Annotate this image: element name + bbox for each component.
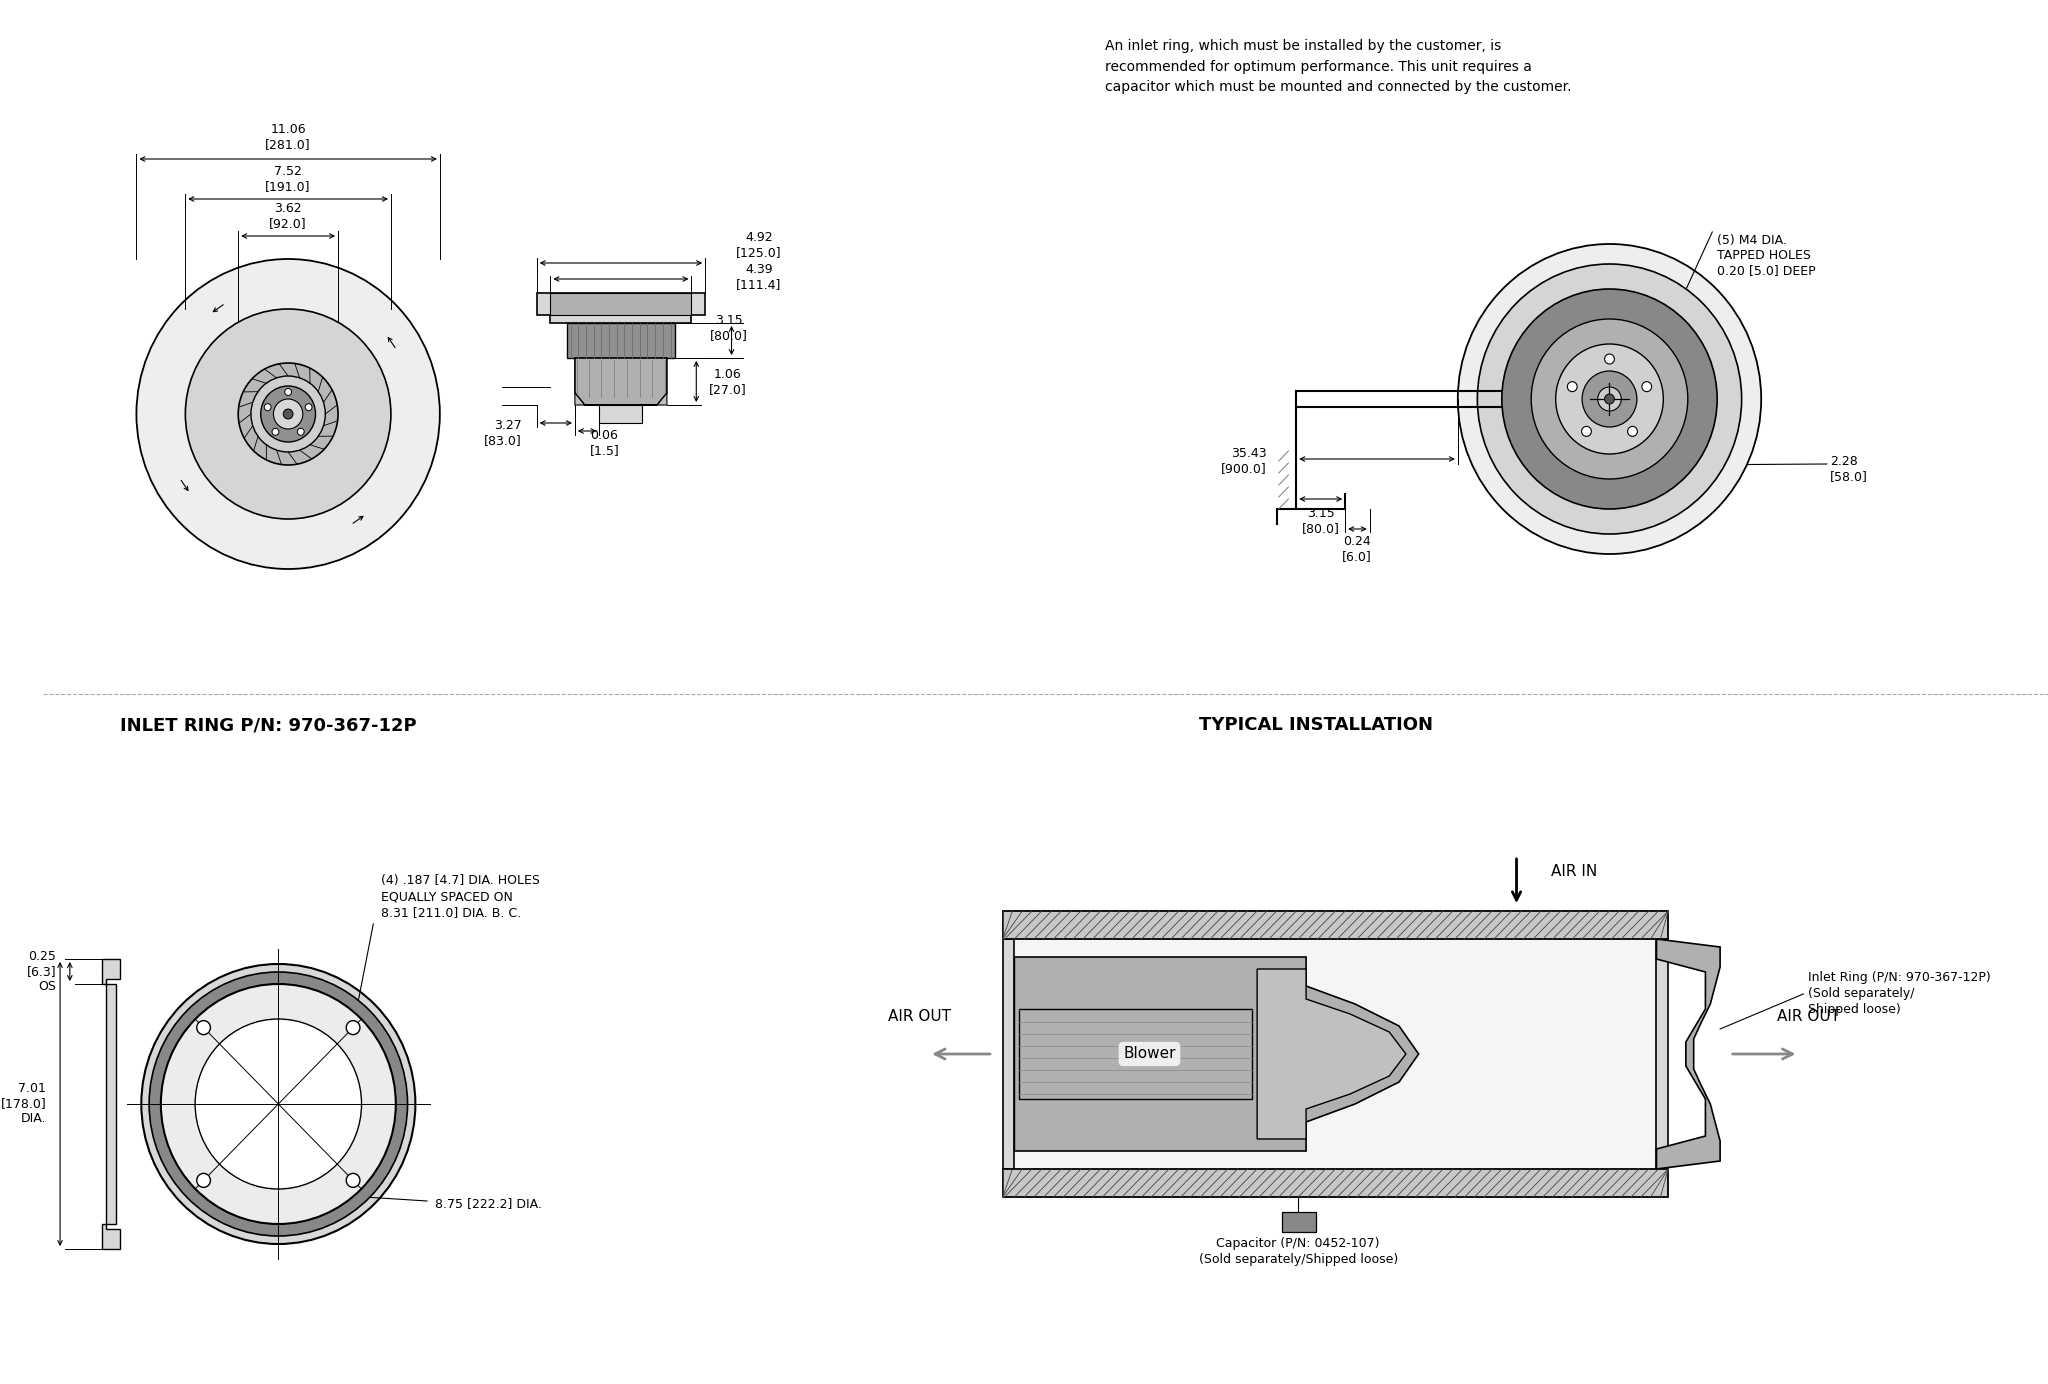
Circle shape <box>150 972 408 1236</box>
Circle shape <box>346 1020 360 1035</box>
Bar <box>1014 938 1657 1169</box>
Polygon shape <box>575 393 668 406</box>
Text: Inlet Ring (P/N: 970-367-12P)
(Sold separately/
Shipped loose): Inlet Ring (P/N: 970-367-12P) (Sold sepa… <box>1808 972 1991 1016</box>
Polygon shape <box>551 293 692 316</box>
Circle shape <box>141 965 416 1244</box>
Text: 7.01
[178.0]
DIA.: 7.01 [178.0] DIA. <box>0 1082 47 1125</box>
Circle shape <box>297 428 305 436</box>
Circle shape <box>1567 382 1577 392</box>
Ellipse shape <box>1458 244 1761 554</box>
Text: 35.43
[900.0]: 35.43 [900.0] <box>1221 447 1268 475</box>
Text: AIR OUT: AIR OUT <box>889 1009 950 1024</box>
Text: 11.06
[281.0]: 11.06 [281.0] <box>266 123 311 151</box>
Ellipse shape <box>1501 289 1716 509</box>
Text: 0.06
[1.5]: 0.06 [1.5] <box>590 429 618 457</box>
Ellipse shape <box>260 386 315 441</box>
Text: 2.28
[58.0]: 2.28 [58.0] <box>1829 455 1868 483</box>
Circle shape <box>197 1020 211 1035</box>
Ellipse shape <box>1556 345 1663 454</box>
Text: 3.15
[80.0]: 3.15 [80.0] <box>1303 507 1339 536</box>
Bar <box>1004 911 1669 938</box>
Bar <box>1004 1169 1669 1197</box>
Text: 0.25
[6.3]
OS: 0.25 [6.3] OS <box>27 951 55 994</box>
Polygon shape <box>1257 969 1405 1139</box>
Ellipse shape <box>1583 371 1636 428</box>
Circle shape <box>1628 426 1638 436</box>
Bar <box>1657 938 1669 1169</box>
Circle shape <box>197 1174 211 1187</box>
Text: INLET RING P/N: 970-367-12P: INLET RING P/N: 970-367-12P <box>121 716 418 734</box>
Bar <box>1004 938 1014 1169</box>
Text: An inlet ring, which must be installed by the customer, is
recommended for optim: An inlet ring, which must be installed b… <box>1106 39 1573 94</box>
Polygon shape <box>1657 938 1720 1169</box>
Text: 3.27
[83.0]: 3.27 [83.0] <box>483 419 522 447</box>
Text: (4) .187 [4.7] DIA. HOLES
EQUALLY SPACED ON
8.31 [211.0] DIA. B. C.: (4) .187 [4.7] DIA. HOLES EQUALLY SPACED… <box>381 875 541 919</box>
Ellipse shape <box>252 376 326 453</box>
Text: AIR IN: AIR IN <box>1550 864 1597 879</box>
Circle shape <box>346 1174 360 1187</box>
Text: 4.39
[111.4]: 4.39 [111.4] <box>735 263 782 291</box>
Ellipse shape <box>186 309 391 519</box>
Circle shape <box>162 984 395 1223</box>
Text: 3.62
[92.0]: 3.62 [92.0] <box>268 202 307 230</box>
Circle shape <box>1581 426 1591 436</box>
Circle shape <box>264 404 270 411</box>
Text: 7.52
[191.0]: 7.52 [191.0] <box>266 165 311 192</box>
Ellipse shape <box>238 363 338 465</box>
Bar <box>1282 1212 1317 1232</box>
Polygon shape <box>1020 1009 1251 1099</box>
Ellipse shape <box>1477 264 1741 534</box>
Circle shape <box>195 1019 362 1189</box>
Text: 0.24
[6.0]: 0.24 [6.0] <box>1341 536 1372 563</box>
Ellipse shape <box>274 399 303 429</box>
Polygon shape <box>102 959 119 1248</box>
Polygon shape <box>1014 956 1419 1151</box>
Text: AIR OUT: AIR OUT <box>1778 1009 1839 1024</box>
Text: TYPICAL INSTALLATION: TYPICAL INSTALLATION <box>1198 716 1434 734</box>
Text: Capacitor (P/N: 0452-107)
(Sold separately/Shipped loose): Capacitor (P/N: 0452-107) (Sold separate… <box>1198 1237 1399 1266</box>
Polygon shape <box>537 293 705 322</box>
Text: 8.75 [222.2] DIA.: 8.75 [222.2] DIA. <box>434 1197 543 1211</box>
Text: 4.92
[125.0]: 4.92 [125.0] <box>735 231 782 259</box>
Text: 3.15
[80.0]: 3.15 [80.0] <box>711 314 748 342</box>
Circle shape <box>1642 382 1651 392</box>
Circle shape <box>305 404 311 411</box>
Circle shape <box>283 410 293 419</box>
Polygon shape <box>600 406 643 424</box>
Ellipse shape <box>137 259 440 569</box>
Circle shape <box>1604 394 1614 404</box>
Polygon shape <box>567 322 674 358</box>
Ellipse shape <box>1532 318 1688 479</box>
Text: Blower: Blower <box>1122 1046 1176 1062</box>
Text: 1.06
[27.0]: 1.06 [27.0] <box>709 368 745 396</box>
Polygon shape <box>575 358 668 406</box>
Text: (5) M4 DIA.
TAPPED HOLES
0.20 [5.0] DEEP: (5) M4 DIA. TAPPED HOLES 0.20 [5.0] DEEP <box>1716 234 1817 277</box>
Circle shape <box>1597 388 1622 411</box>
Circle shape <box>285 389 291 396</box>
Circle shape <box>1604 354 1614 364</box>
Circle shape <box>272 428 279 436</box>
